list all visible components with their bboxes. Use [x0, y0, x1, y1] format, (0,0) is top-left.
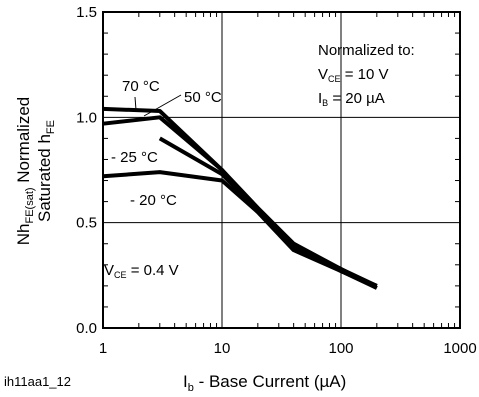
y-tick-label: 1.0	[76, 109, 97, 126]
tick-marks	[103, 12, 460, 328]
note-ib: IB = 20 µA	[318, 90, 385, 108]
y-tick-label: 0.5	[76, 215, 97, 232]
plot-frame	[102, 11, 461, 329]
y-axis-title-line1: NhFE(sat) Normalized	[14, 97, 36, 246]
x-tick-label: 1000	[443, 340, 476, 357]
y-tick-labels: 0.0 0.5 1.0 1.5	[76, 4, 97, 337]
x-tick-labels: 1 10 100 1000	[99, 340, 477, 357]
note-title: Normalized to:	[318, 42, 415, 59]
series-label-70c: 70 °C	[122, 78, 160, 95]
leader-line-70c	[134, 96, 137, 111]
series-line-2	[158, 136, 378, 288]
y-tick-label: 0.0	[76, 320, 97, 337]
x-tick-label: 10	[214, 340, 231, 357]
series-lines	[102, 106, 378, 290]
series-label-minus20c: - 20 °C	[130, 192, 177, 209]
y-axis-title-line2: Saturated hFE	[35, 120, 57, 222]
normalization-note: Normalized to: VCE = 10 V IB = 20 µA	[318, 42, 415, 108]
x-axis-title: Ib - Base Current (µA)	[183, 372, 346, 394]
vce-condition-label: VCE = 0.4 V	[104, 262, 179, 280]
series-label-minus25c: - 25 °C	[111, 149, 158, 166]
x-tick-label: 100	[328, 340, 353, 357]
x-tick-label: 1	[99, 340, 107, 357]
series-label-50c: 50 °C	[184, 89, 222, 106]
leader-line-50c	[143, 94, 182, 117]
y-tick-label: 1.5	[76, 4, 97, 21]
note-vce: VCE = 10 V	[318, 66, 388, 84]
grid-lines	[103, 12, 460, 328]
series-line-3	[102, 170, 378, 288]
figure-caption: ih11aa1_12	[4, 374, 71, 389]
